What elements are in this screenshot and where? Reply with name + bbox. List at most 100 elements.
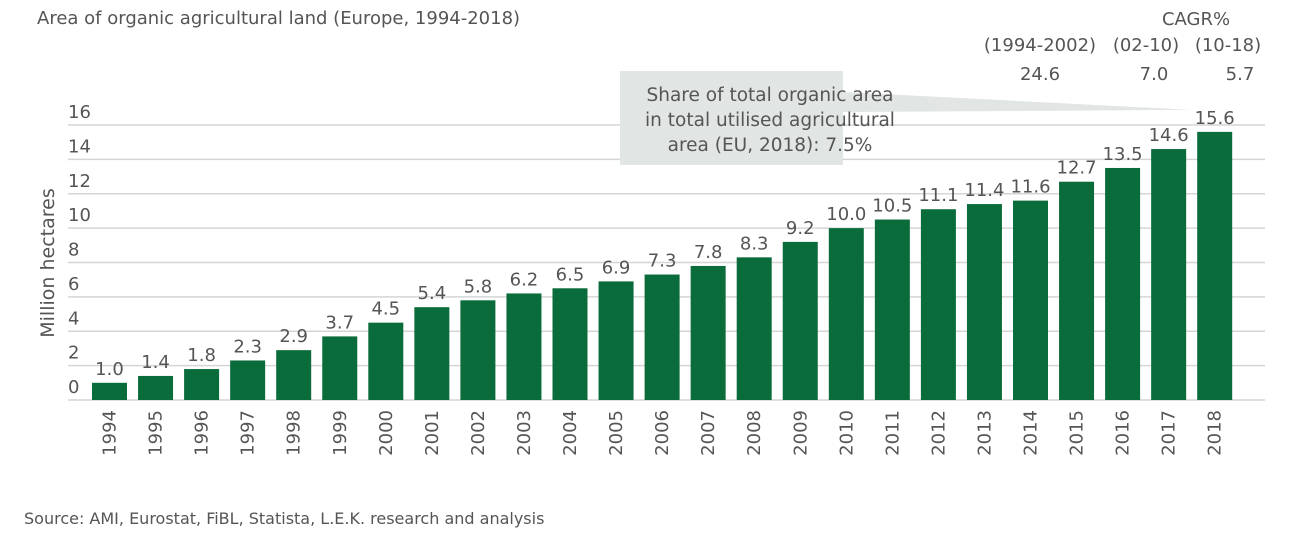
y-tick-label: 14 <box>68 136 91 157</box>
x-tick-label: 2001 <box>422 410 443 456</box>
x-tick-label: 2012 <box>928 410 949 456</box>
x-tick-label: 2009 <box>790 410 811 456</box>
data-label: 11.6 <box>1010 177 1050 198</box>
data-label: 2.9 <box>279 326 308 347</box>
bar-2015 <box>1059 181 1095 400</box>
bar-2017 <box>1151 149 1187 400</box>
data-label: 6.5 <box>556 264 585 285</box>
bar-1995 <box>138 375 174 400</box>
y-tick-label: 8 <box>68 240 79 261</box>
x-tick-label: 1996 <box>192 410 213 456</box>
x-tick-label: 1999 <box>330 410 351 456</box>
bar-2001 <box>414 307 450 400</box>
x-tick-label: 2015 <box>1067 410 1088 456</box>
x-tick-label: 2010 <box>836 410 857 456</box>
data-label: 6.2 <box>510 269 539 290</box>
bar-2004 <box>552 288 588 400</box>
data-label: 7.8 <box>694 242 723 263</box>
bar-2013 <box>966 204 1002 400</box>
data-label: 13.5 <box>1103 144 1143 165</box>
callout-annotation: Share of total organic area in total uti… <box>620 71 1192 165</box>
bar-2016 <box>1105 167 1141 400</box>
data-label: 1.0 <box>95 359 124 380</box>
data-label: 9.2 <box>786 218 815 239</box>
source-note: Source: AMI, Eurostat, FiBL, Statista, L… <box>24 509 544 528</box>
data-label: 4.5 <box>371 299 400 320</box>
cagr-value-3: 5.7 <box>1226 64 1255 85</box>
data-label: 5.8 <box>464 276 493 297</box>
x-tick-label: 2005 <box>606 410 627 456</box>
cagr-header: CAGR% <box>1162 9 1230 30</box>
x-tick-label: 2002 <box>468 410 489 456</box>
x-tick-label: 1998 <box>284 410 305 456</box>
bar-1994 <box>92 382 127 400</box>
x-tick-label: 1995 <box>146 410 167 456</box>
y-tick-label: 16 <box>68 102 91 123</box>
x-tick-label: 2004 <box>560 410 581 456</box>
data-label: 10.0 <box>826 204 866 225</box>
y-tick-label: 4 <box>68 308 79 329</box>
x-tick-label: 2014 <box>1021 410 1042 456</box>
y-tick-label: 6 <box>68 274 79 295</box>
bar-1999 <box>322 336 358 400</box>
data-label: 8.3 <box>740 233 769 254</box>
x-tick-label: 2003 <box>514 410 535 456</box>
bar-2014 <box>1013 200 1048 400</box>
bar-2006 <box>644 274 680 400</box>
bar-2018 <box>1197 131 1233 400</box>
x-tick-label: 2013 <box>974 410 995 456</box>
data-label: 10.5 <box>872 196 912 217</box>
data-label: 12.7 <box>1057 158 1097 179</box>
x-tick-label: 1997 <box>238 410 259 456</box>
bar-2000 <box>368 322 404 400</box>
callout-line-1: Share of total organic area <box>646 85 893 106</box>
data-label: 15.6 <box>1195 108 1235 129</box>
y-tick-label: 10 <box>68 205 91 226</box>
data-label: 11.4 <box>964 180 1004 201</box>
data-label: 7.3 <box>648 251 677 272</box>
x-tick-label: 2016 <box>1113 410 1134 456</box>
x-tick-label: 2008 <box>744 410 765 456</box>
bar-2009 <box>782 241 818 400</box>
cagr-period-3: (10-18) <box>1195 35 1261 56</box>
cagr-period-1: (1994-2002) <box>984 35 1096 56</box>
bar-2007 <box>690 265 726 400</box>
data-label: 2.3 <box>233 336 262 357</box>
data-label: 1.8 <box>187 345 216 366</box>
data-label: 6.9 <box>602 257 631 278</box>
x-tick-label: 2000 <box>376 410 397 456</box>
callout-box <box>620 71 1192 165</box>
x-tick-label: 2018 <box>1205 410 1226 456</box>
bar-2008 <box>736 257 772 400</box>
bar-1996 <box>184 369 220 400</box>
data-label: 14.6 <box>1149 125 1189 146</box>
cagr-value-1: 24.6 <box>1020 64 1060 85</box>
bar-2010 <box>828 228 864 400</box>
callout-line-3: area (EU, 2018): 7.5% <box>668 135 873 156</box>
bar-2005 <box>598 281 634 400</box>
cagr-table: CAGR% (1994-2002) (02-10) (10-18) 24.6 7… <box>984 9 1261 85</box>
chart-title: Area of organic agricultural land (Europ… <box>37 8 520 29</box>
data-label: 11.1 <box>918 185 958 206</box>
bar-2011 <box>874 219 910 400</box>
x-tick-label: 2006 <box>652 410 673 456</box>
x-tick-label: 2017 <box>1159 410 1180 456</box>
cagr-value-2: 7.0 <box>1140 64 1169 85</box>
callout-line-2: in total utilised agricultural <box>645 110 895 131</box>
y-tick-label: 0 <box>68 377 79 398</box>
bar-1997 <box>230 360 266 400</box>
bar-2012 <box>920 209 956 400</box>
x-tick-label: 1994 <box>100 410 121 456</box>
bar-2002 <box>460 300 496 400</box>
y-tick-label: 2 <box>68 343 79 364</box>
cagr-period-2: (02-10) <box>1113 35 1179 56</box>
x-tick-label: 2011 <box>882 410 903 456</box>
data-label: 1.4 <box>141 352 170 373</box>
x-tick-label: 2007 <box>698 410 719 456</box>
y-axis-label: Million hectares <box>37 188 59 337</box>
data-label: 5.4 <box>418 283 447 304</box>
bar-1998 <box>276 350 312 400</box>
y-tick-label: 12 <box>68 171 91 192</box>
